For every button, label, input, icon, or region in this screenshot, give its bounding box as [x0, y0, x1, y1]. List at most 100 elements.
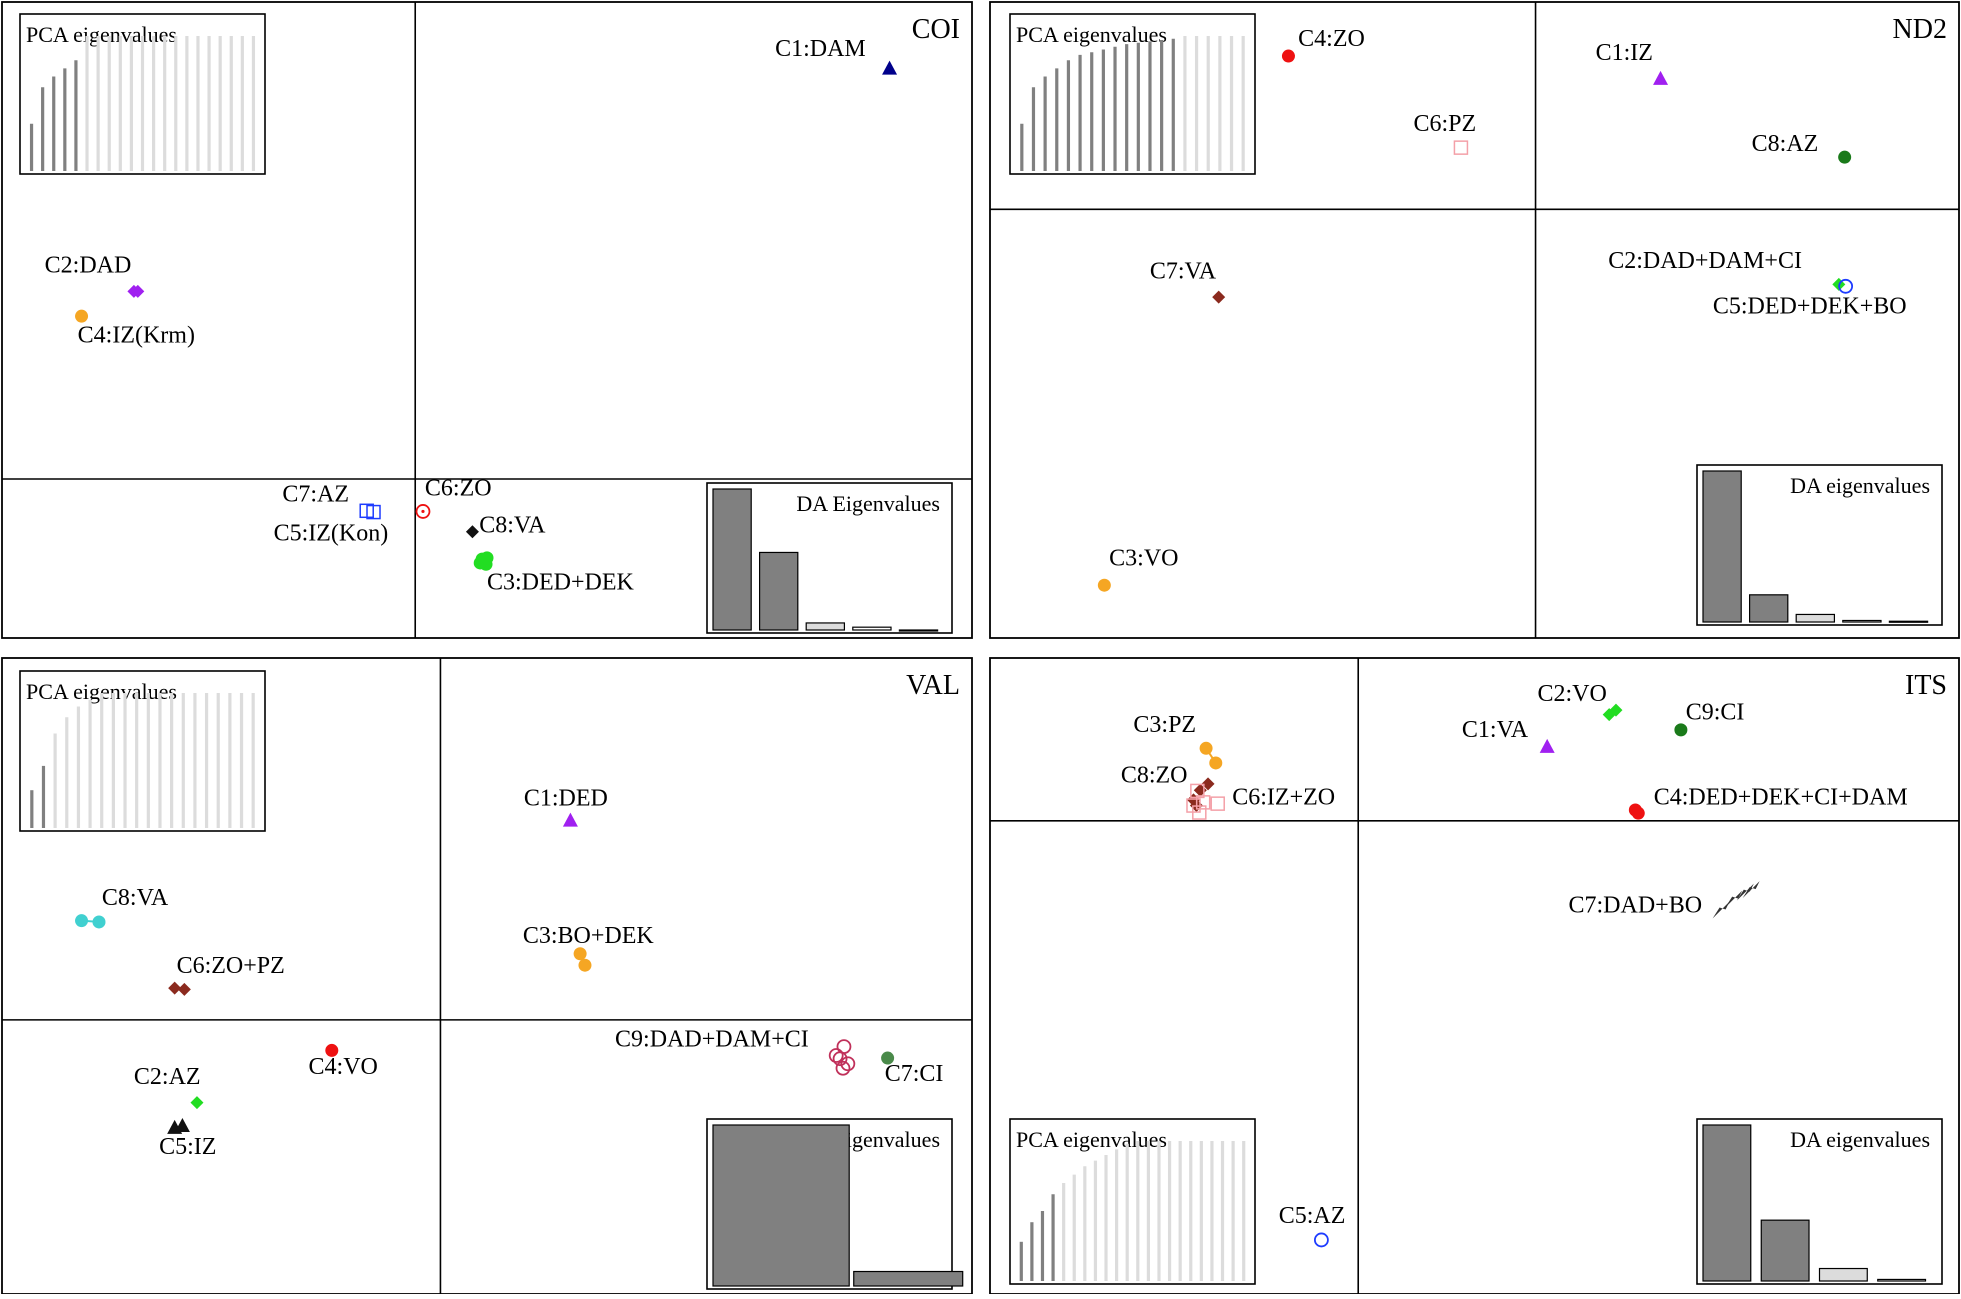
- series-c9-ci: C9:CI: [1674, 700, 1744, 737]
- data-point: [1674, 723, 1688, 737]
- series-c2-vo: C2:VO: [1537, 681, 1623, 722]
- point-label: C2:VO: [1537, 681, 1606, 707]
- da-inset-title: DA eigenvalues: [1790, 473, 1930, 498]
- da-bar: [758, 551, 799, 631]
- data-point: [578, 958, 592, 972]
- da-bar: [1795, 613, 1836, 623]
- data-point: [881, 1051, 895, 1065]
- data-point: [1838, 150, 1852, 164]
- data-point: [1609, 703, 1623, 717]
- series-c8-va: C8:VA: [75, 885, 169, 929]
- panel-its: ITS PCA eigenvalues DA eigenvalues C3:PZ C8:…: [989, 657, 1960, 1295]
- data-point: [828, 1048, 844, 1063]
- data-point: [1201, 777, 1215, 791]
- data-point: [75, 914, 89, 928]
- point-label: C8:VA: [479, 512, 546, 538]
- series-c5-iz-kon-: C5:IZ(Kon): [274, 521, 389, 547]
- series-c2-dad-dam-ci: C2:DAD+DAM+CI: [1608, 248, 1846, 291]
- data-point: [177, 982, 191, 996]
- series-c6-zo-pz: C6:ZO+PZ: [168, 953, 285, 996]
- point-label: C5:AZ: [1279, 1203, 1346, 1229]
- da-bar: [1748, 594, 1789, 623]
- series-c7-ci: C7:CI: [881, 1051, 944, 1087]
- point-label: C8:ZO: [1121, 763, 1188, 789]
- data-point: [573, 947, 587, 961]
- point-label: C8:AZ: [1752, 131, 1819, 157]
- da-bar: [805, 622, 846, 631]
- data-point: [174, 1117, 190, 1132]
- pca-inset-title: PCA eigenvalues: [1016, 22, 1167, 47]
- point-label: C7:CI: [885, 1061, 944, 1087]
- series-c1-va: C1:VA: [1462, 717, 1555, 753]
- point-label: C9:DAD+DAM+CI: [615, 1027, 809, 1053]
- point-label: C6:ZO+PZ: [177, 953, 285, 979]
- series-c2-az: C2:AZ: [134, 1064, 204, 1110]
- pca-inset-frame: [19, 670, 266, 832]
- panel-title: ND2: [1893, 14, 1947, 45]
- series-c2-dad: C2:DAD: [45, 252, 145, 298]
- point-label: C8:VA: [102, 885, 169, 911]
- data-point: [1631, 806, 1645, 820]
- series-c3-bo-dek: C3:BO+DEK: [523, 923, 654, 972]
- da-inset-title: DA Eigenvalues: [796, 491, 940, 516]
- series-c3-pz: C3:PZ: [1133, 712, 1223, 770]
- data-point: [1453, 140, 1469, 155]
- da-bar: [898, 629, 939, 632]
- data-point: [1209, 756, 1223, 770]
- series-c1-dam: C1:DAM: [775, 36, 898, 75]
- pca-eigenvalues-inset: PCA eigenvalues: [1009, 1118, 1256, 1285]
- data-point: [840, 1056, 856, 1072]
- pca-eigenvalues-inset: PCA eigenvalues: [19, 13, 266, 175]
- data-point: [1210, 796, 1225, 811]
- pca-inset-title: PCA eigenvalues: [1016, 1127, 1167, 1152]
- data-point: [131, 284, 145, 298]
- series-c4-ded-dek-ci-dam: C4:DED+DEK+CI+DAM: [1628, 784, 1908, 820]
- panel-title: COI: [912, 14, 960, 45]
- data-point: [1742, 881, 1760, 899]
- point-label: C5:IZ: [159, 1134, 216, 1160]
- point-label: C4:ZO: [1298, 26, 1365, 52]
- panel-title: ITS: [1905, 670, 1947, 701]
- point-label: C3:VO: [1109, 545, 1178, 571]
- series-c1-ded: C1:DED: [524, 786, 608, 827]
- panel-val: VAL PCA eigenvalues DA eigenvalues C1:DED C8…: [1, 657, 973, 1295]
- point-label: C2:DAD: [45, 252, 132, 278]
- da-eigenvalues-inset: DA eigenvalues: [1696, 464, 1943, 626]
- data-point: [480, 551, 494, 565]
- data-point: [1190, 783, 1205, 799]
- series-c8-va: C8:VA: [465, 512, 546, 538]
- series-c5-az: C5:AZ: [1279, 1203, 1346, 1248]
- point-label: C1:VA: [1462, 717, 1529, 743]
- da-bar: [1702, 470, 1742, 623]
- pca-inset-title: PCA eigenvalues: [26, 22, 177, 47]
- da-eigenvalues-inset: DA eigenvalues: [1696, 1118, 1943, 1285]
- series-c3-vo: C3:VO: [1097, 545, 1179, 592]
- point-label: C5:DED+DEK+BO: [1713, 294, 1907, 320]
- data-point: [1712, 901, 1730, 919]
- point-label: C4:IZ(Krm): [78, 322, 195, 348]
- da-bar: [1877, 1278, 1927, 1282]
- series-c5-ded-dek-bo: C5:DED+DEK+BO: [1713, 278, 1907, 320]
- da-bar: [1888, 620, 1929, 623]
- data-point: [366, 504, 381, 520]
- data-point: [92, 915, 106, 929]
- series-c7-az: C7:AZ: [282, 481, 381, 520]
- data-point: [168, 981, 182, 995]
- data-point: [835, 1060, 851, 1076]
- data-point: [1653, 70, 1669, 85]
- pca-inset-frame: [1009, 13, 1256, 175]
- da-bar: [853, 1270, 964, 1287]
- pca-eigenvalues-inset: PCA eigenvalues: [19, 670, 266, 832]
- series-c7-dad-bo: C7:DAD+BO: [1568, 881, 1760, 919]
- point-label: C3:DED+DEK: [487, 570, 635, 596]
- point-label: C6:PZ: [1413, 111, 1476, 137]
- da-bar: [1702, 1124, 1752, 1282]
- panel-nd2: ND2 PCA eigenvalues DA eigenvalues C4:ZO C6:…: [989, 1, 1960, 639]
- series-c9-dad-dam-ci: C9:DAD+DAM+CI: [615, 1027, 856, 1076]
- data-point: [1313, 1232, 1329, 1248]
- point-label: C1:IZ: [1596, 40, 1653, 66]
- point-label: C2:AZ: [134, 1064, 201, 1090]
- series-c1-iz: C1:IZ: [1596, 40, 1669, 85]
- point-label: C7:DAD+BO: [1568, 892, 1702, 918]
